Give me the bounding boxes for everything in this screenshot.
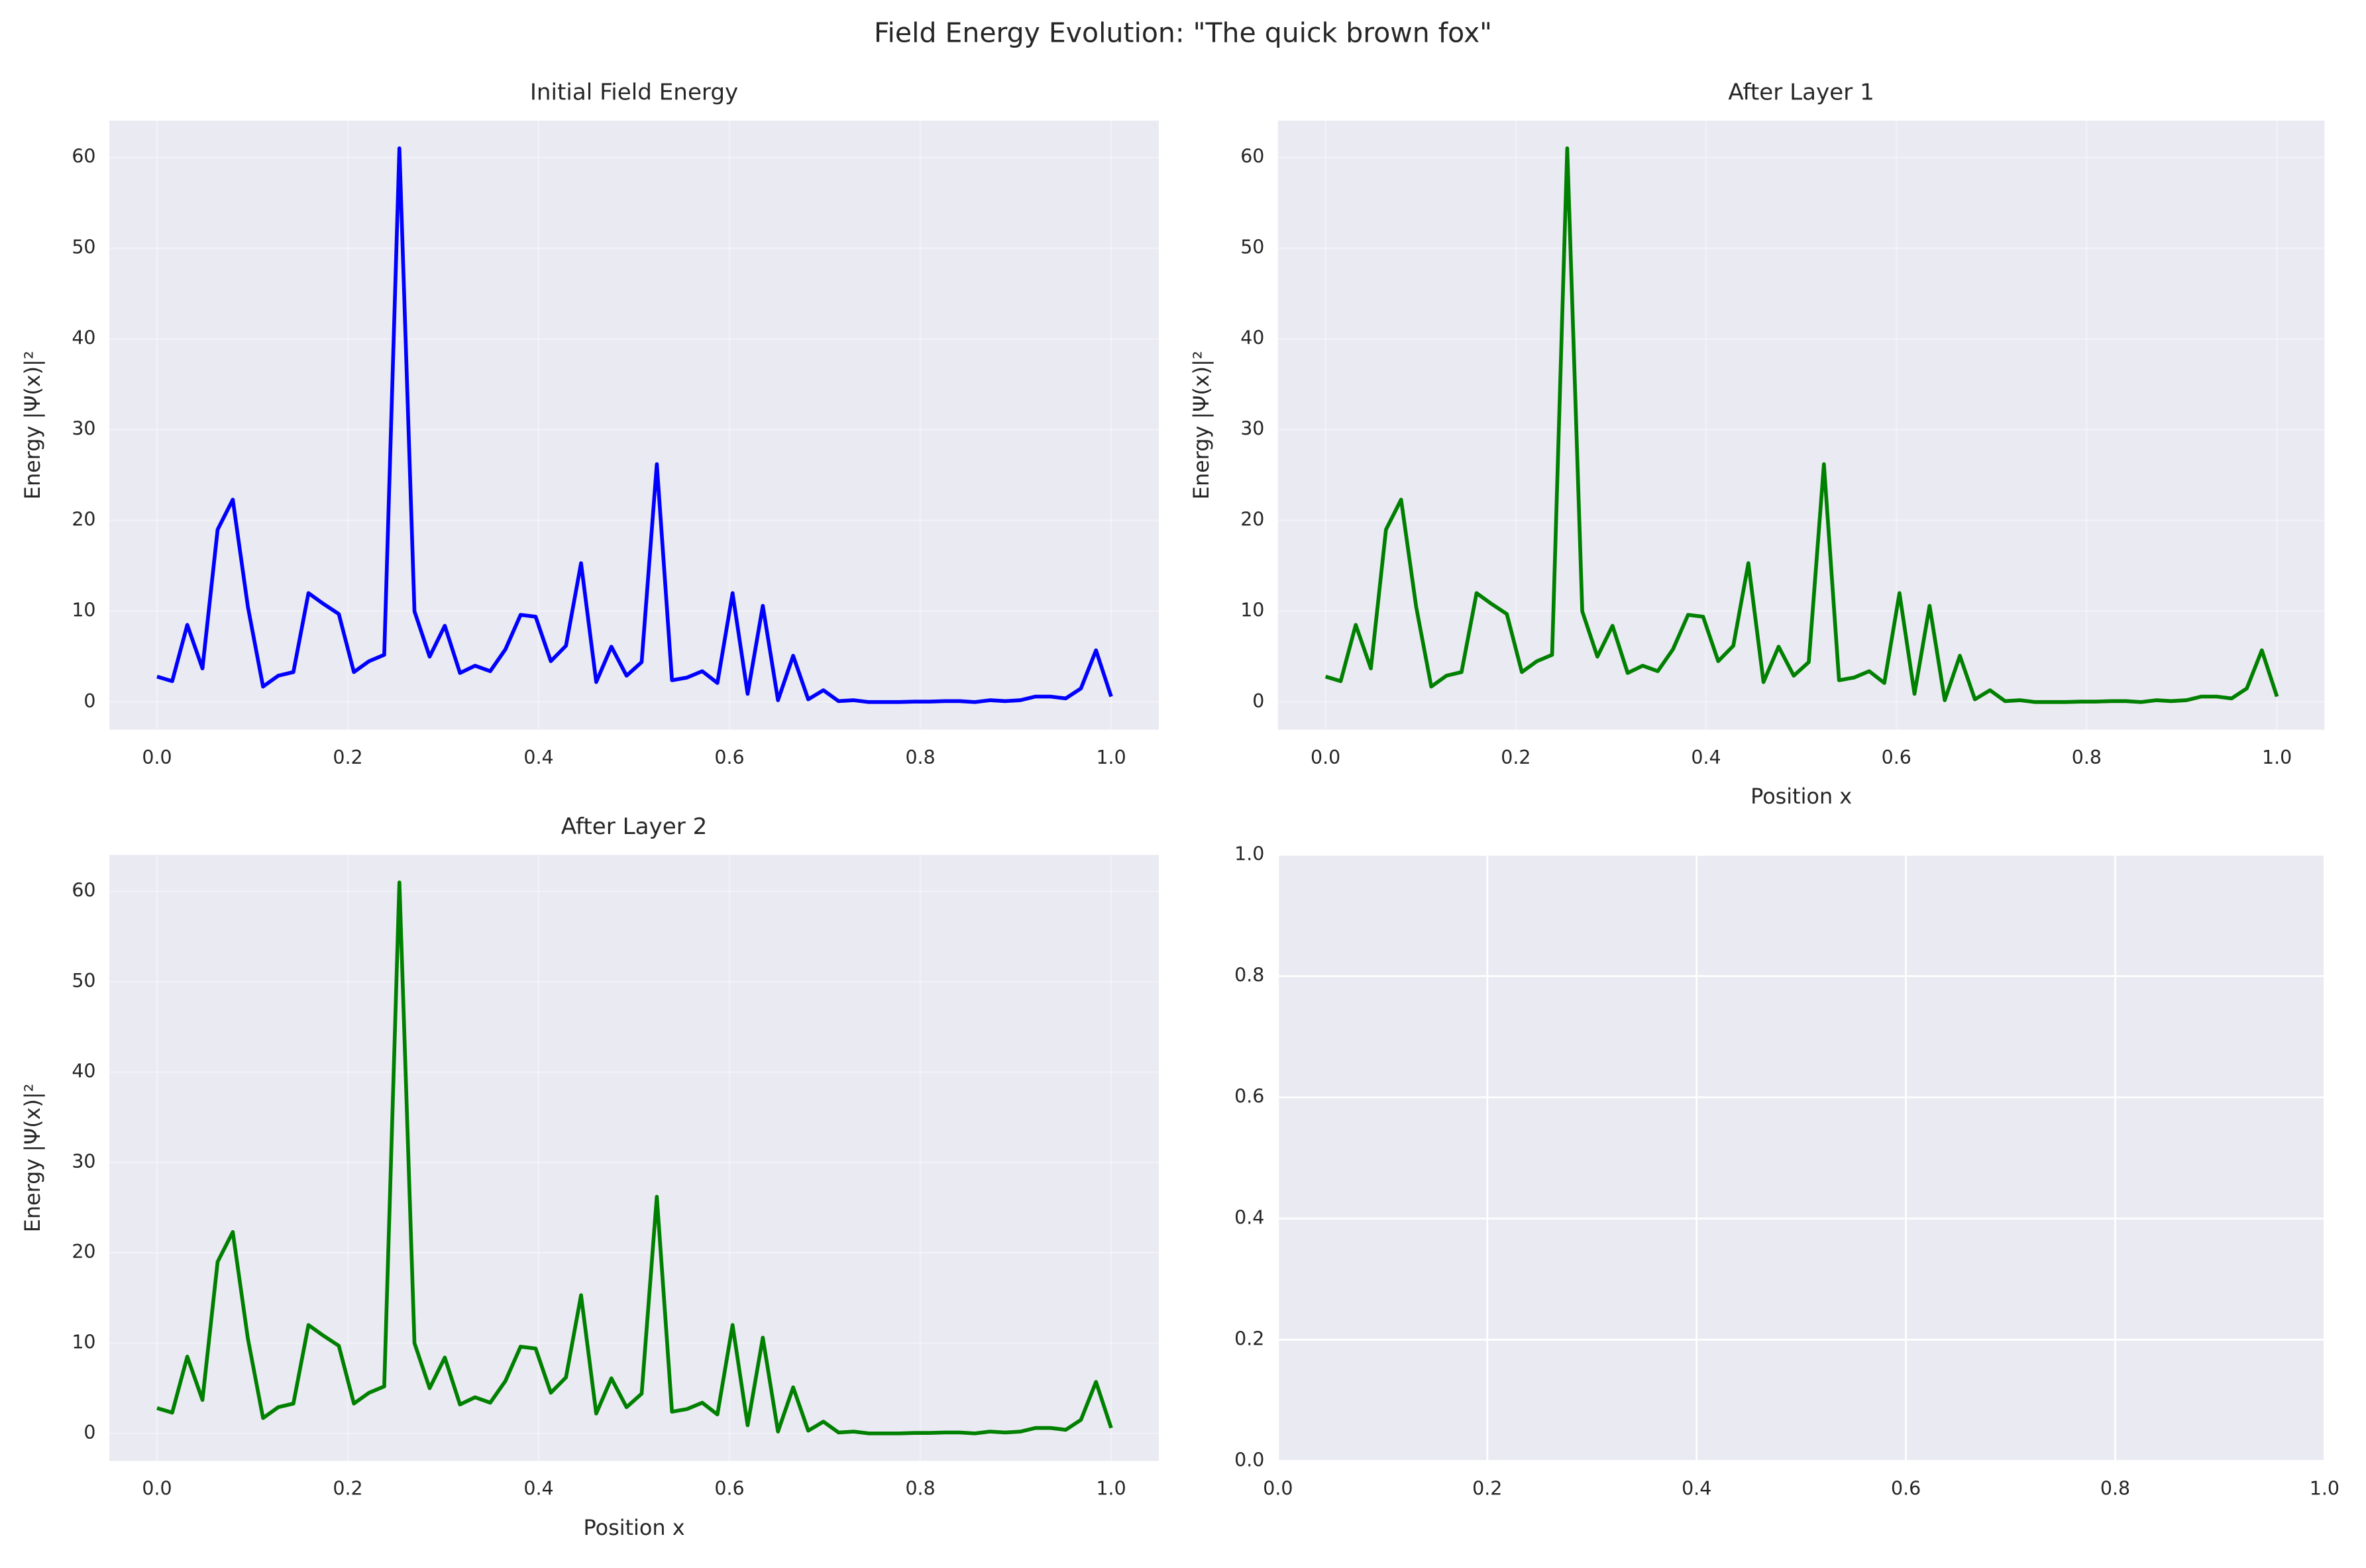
y-tick-label: 60	[1240, 146, 1264, 168]
data-line	[1324, 146, 2279, 704]
y-tick-label: 20	[1240, 509, 1264, 531]
y-tick-label: 50	[72, 970, 95, 992]
x-tick-label: 0.6	[714, 1478, 744, 1500]
chart-title: After Layer 2	[561, 813, 708, 840]
y-axis-label: Energy |Ψ(x)|²	[1189, 350, 1214, 499]
x-axis-label: Position x	[584, 1515, 685, 1540]
y-tick-label: 0.4	[1234, 1206, 1264, 1228]
plot-area	[109, 121, 1159, 730]
figure-title: Field Energy Evolution: "The quick brown…	[874, 17, 1492, 48]
y-tick-label: 10	[72, 1331, 95, 1353]
y-tick-label: 0	[83, 1422, 95, 1443]
x-tick-label: 0.0	[1263, 1478, 1293, 1500]
x-tick-label: 1.0	[1096, 1478, 1126, 1500]
x-tick-label: 1.0	[2310, 1478, 2339, 1500]
y-tick-label: 1.0	[1234, 843, 1264, 864]
y-tick-label: 10	[1240, 600, 1264, 621]
x-tick-label: 0.2	[1472, 1478, 1502, 1500]
x-tick-label: 1.0	[1096, 747, 1126, 768]
y-tick-label: 30	[72, 1151, 95, 1173]
x-tick-label: 0.2	[1501, 747, 1531, 768]
x-axis-label: Position x	[1750, 784, 1852, 809]
y-tick-label: 0.2	[1234, 1328, 1264, 1349]
y-tick-label: 60	[72, 146, 95, 168]
data-line	[156, 146, 1113, 704]
x-tick-label: 0.8	[905, 747, 935, 768]
chart-title: Initial Field Energy	[530, 79, 738, 106]
x-tick-label: 0.2	[333, 1478, 362, 1500]
x-tick-label: 0.2	[333, 747, 362, 768]
x-tick-label: 0.0	[142, 1478, 172, 1500]
y-tick-label: 30	[1240, 418, 1264, 440]
y-tick-label: 60	[72, 880, 95, 902]
x-tick-label: 0.6	[1891, 1478, 1921, 1500]
x-tick-label: 0.4	[1682, 1478, 1711, 1500]
y-tick-label: 0.0	[1234, 1449, 1264, 1471]
x-tick-label: 1.0	[2262, 747, 2292, 768]
y-tick-label: 40	[72, 1060, 95, 1082]
plot-area	[109, 855, 1159, 1461]
x-tick-label: 0.8	[2072, 747, 2102, 768]
y-tick-label: 0	[83, 690, 95, 712]
y-axis-label: Energy |Ψ(x)|²	[20, 350, 45, 499]
x-tick-label: 0.8	[2100, 1478, 2130, 1500]
data-line	[156, 880, 1113, 1436]
plot-area	[1277, 855, 2325, 1461]
y-tick-label: 40	[72, 327, 95, 349]
x-tick-label: 0.6	[1882, 747, 1911, 768]
y-tick-label: 20	[72, 1241, 95, 1263]
y-tick-label: 10	[72, 600, 95, 621]
y-tick-label: 0.8	[1234, 964, 1264, 986]
x-tick-label: 0.4	[523, 747, 553, 768]
y-axis-label: Energy |Ψ(x)|²	[20, 1084, 45, 1233]
chart-title: After Layer 1	[1728, 79, 1874, 106]
y-tick-label: 40	[1240, 327, 1264, 349]
y-tick-label: 0.6	[1234, 1085, 1264, 1107]
x-tick-label: 0.4	[1691, 747, 1721, 768]
x-tick-label: 0.0	[142, 747, 172, 768]
x-tick-label: 0.8	[905, 1478, 935, 1500]
y-tick-label: 50	[72, 236, 95, 258]
y-tick-label: 20	[72, 509, 95, 531]
y-tick-label: 0	[1252, 690, 1264, 712]
x-tick-label: 0.0	[1311, 747, 1340, 768]
plot-area	[1277, 121, 2325, 730]
y-tick-label: 50	[1240, 236, 1264, 258]
y-tick-label: 30	[72, 418, 95, 440]
x-tick-label: 0.4	[523, 1478, 553, 1500]
x-tick-label: 0.6	[714, 747, 744, 768]
